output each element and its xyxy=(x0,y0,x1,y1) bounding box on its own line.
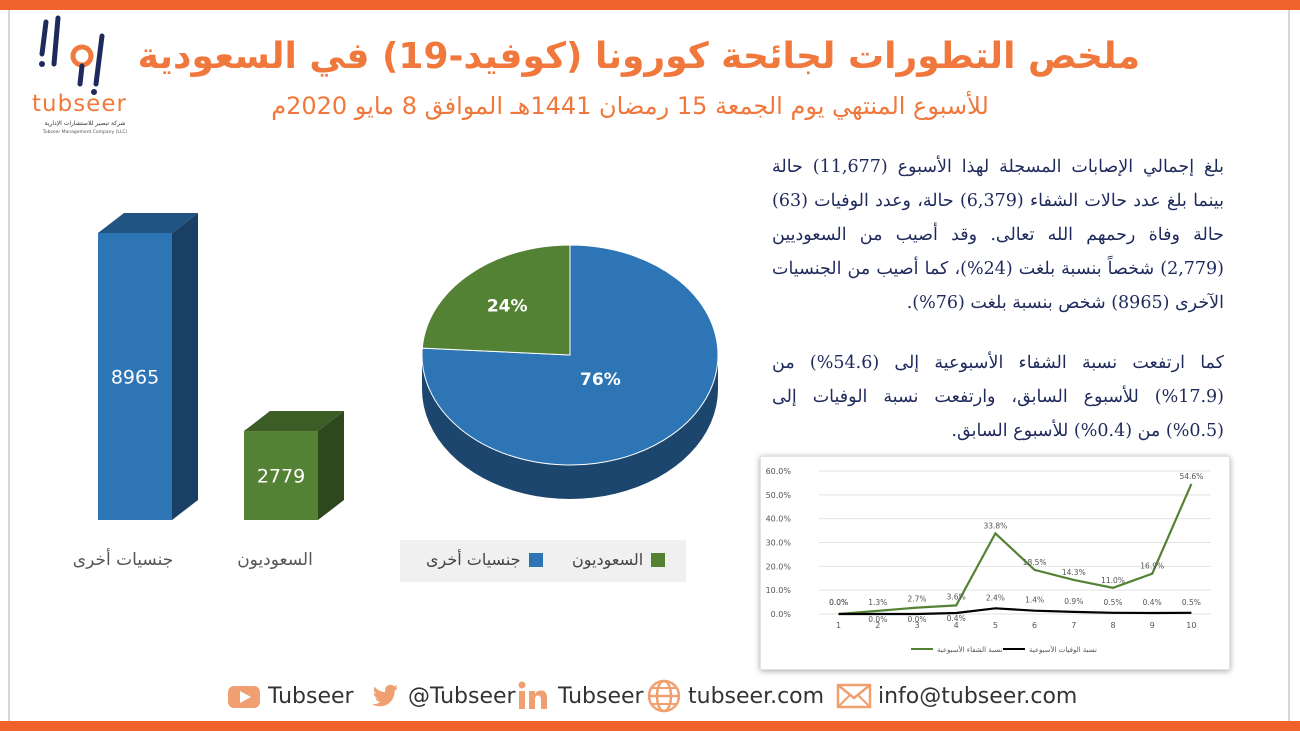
x-tick-label: 7 xyxy=(1071,621,1076,630)
footer-linkedin[interactable]: Tubseer xyxy=(516,676,644,716)
twitter-label: @Tubseer xyxy=(408,683,516,709)
youtube-icon xyxy=(228,686,260,708)
data-label: 18.5% xyxy=(1023,558,1047,567)
data-label: 2.7% xyxy=(907,595,926,604)
x-tick-label: 4 xyxy=(954,621,959,630)
data-label: 0.9% xyxy=(1064,597,1083,606)
legend-label: نسبة الوفيات الأسبوعية xyxy=(1029,645,1097,654)
tubseer-logo-icon xyxy=(39,15,105,95)
x-tick-label: 1 xyxy=(836,621,841,630)
x-tick-label: 3 xyxy=(914,621,919,630)
summary-paragraph-rates: كما ارتفعت نسبة الشفاء الأسبوعية إلى (54… xyxy=(772,353,1224,441)
footer-contacts: Tubseer @Tubseer Tubseer tubseer.com xyxy=(226,676,1106,716)
top-accent-bar xyxy=(0,0,1300,10)
twitter-icon xyxy=(372,684,398,707)
bar-value-label: 8965 xyxy=(111,367,159,389)
x-tick-label: 9 xyxy=(1150,621,1155,630)
data-label: 0.0% xyxy=(868,615,887,624)
pie-chart: 76% 24% xyxy=(421,244,719,499)
page-subtitle: للأسبوع المنتهي يوم الجمعة 15 رمضان 1441… xyxy=(271,92,989,120)
data-label: 0.4% xyxy=(1143,598,1162,607)
y-tick-label: 60.0% xyxy=(766,467,792,476)
bar-top-face xyxy=(98,213,198,233)
bar-side-face xyxy=(318,411,344,520)
linkedin-icon xyxy=(518,681,547,709)
website-label: tubseer.com xyxy=(688,683,825,709)
x-tick-label: 8 xyxy=(1110,621,1115,630)
series-line xyxy=(838,483,1193,616)
bar xyxy=(244,431,318,520)
data-label: 11.0% xyxy=(1101,576,1125,585)
page-title: ملخص التطورات لجائحة كورونا (كوفيد-19) ف… xyxy=(137,36,1140,77)
legend-label: نسبة الشفاء الأسبوعية xyxy=(937,645,1002,654)
data-label: 0.0% xyxy=(907,615,926,624)
data-label: 33.8% xyxy=(983,521,1007,530)
x-tick-label: 10 xyxy=(1186,621,1196,630)
bar-category-label: السعوديون xyxy=(237,550,313,570)
bar-chart: 8965 2779 xyxy=(98,213,344,520)
logo-wordmark: tubseer xyxy=(32,91,127,117)
logo-arabic-tagline: شركة تبصير للاستشارات الإدارية xyxy=(44,120,126,127)
bar xyxy=(98,233,172,520)
data-label: 16.9% xyxy=(1140,562,1164,571)
data-label: 0.5% xyxy=(1103,598,1122,607)
bar-side-face xyxy=(172,213,198,520)
data-label: 2.4% xyxy=(986,593,1005,602)
footer-website[interactable]: tubseer.com xyxy=(646,676,824,716)
pie-legend: السعوديون جنسيات أخرى xyxy=(400,540,686,582)
slide-frame xyxy=(8,10,1290,721)
globe-icon xyxy=(647,679,681,713)
data-label: 0.5% xyxy=(1182,598,1201,607)
data-label: 0.0% xyxy=(829,598,848,607)
data-label: 1.4% xyxy=(1025,596,1044,605)
logo-english-tagline: Tubseer Management Company (LLC) xyxy=(42,130,128,135)
pie-value-label: 24% xyxy=(487,296,528,316)
pie-slice xyxy=(421,244,571,356)
youtube-label: Tubseer xyxy=(268,683,354,709)
bottom-accent-bar xyxy=(0,721,1300,731)
y-tick-label: 10.0% xyxy=(766,586,792,595)
data-label: 0.4% xyxy=(947,614,966,623)
footer-twitter[interactable]: @Tubseer xyxy=(366,676,516,716)
legend-label: جنسيات أخرى xyxy=(426,550,521,569)
legend-label: السعوديون xyxy=(572,550,644,569)
legend-swatch xyxy=(651,552,666,567)
data-label: 1.3% xyxy=(868,598,887,607)
x-tick-label: 2 xyxy=(875,621,880,630)
y-tick-label: 50.0% xyxy=(766,491,792,500)
line-chart-panel: 0.0% 10.0% 20.0% 30.0% 40.0% 50.0% 60.0% 1 2 3 4 5 6… xyxy=(760,456,1230,670)
data-label: 0.0% xyxy=(829,598,848,607)
y-tick-label: 40.0% xyxy=(766,515,792,524)
email-label: info@tubseer.com xyxy=(878,683,1078,709)
bar-top-face xyxy=(244,411,344,432)
pie-value-label: 76% xyxy=(580,370,621,390)
legend-item-saudi: السعوديون xyxy=(572,550,666,569)
y-tick-label: 30.0% xyxy=(766,539,792,548)
legend-item-other: جنسيات أخرى xyxy=(426,550,543,569)
bar-category-label: جنسيات أخرى xyxy=(72,550,174,570)
bar-value-label: 2779 xyxy=(257,466,305,488)
x-tick-label: 5 xyxy=(993,621,998,630)
pie-slice xyxy=(421,244,719,466)
linkedin-label: Tubseer xyxy=(558,683,644,709)
y-tick-label: 20.0% xyxy=(766,562,792,571)
data-label: 3.6% xyxy=(947,592,966,601)
pie-slice-side xyxy=(422,355,718,499)
data-label: 54.6% xyxy=(1179,472,1203,481)
footer-youtube[interactable]: Tubseer xyxy=(226,676,354,716)
summary-paragraph-cases: بلغ إجمالي الإصابات المسجلة لهذا الأسبوع… xyxy=(772,157,1224,313)
x-tick-label: 6 xyxy=(1032,621,1037,630)
legend-swatch xyxy=(528,552,543,567)
mail-icon xyxy=(836,683,872,709)
footer-email[interactable]: info@tubseer.com xyxy=(836,676,1077,716)
y-tick-label: 0.0% xyxy=(771,610,792,619)
line-chart: 0.0%10.0%20.0%30.0%40.0%50.0%60.0%1 2 3 4 5 6… xyxy=(766,467,1211,654)
data-label: 14.3% xyxy=(1062,568,1086,577)
series-line xyxy=(838,607,1192,616)
